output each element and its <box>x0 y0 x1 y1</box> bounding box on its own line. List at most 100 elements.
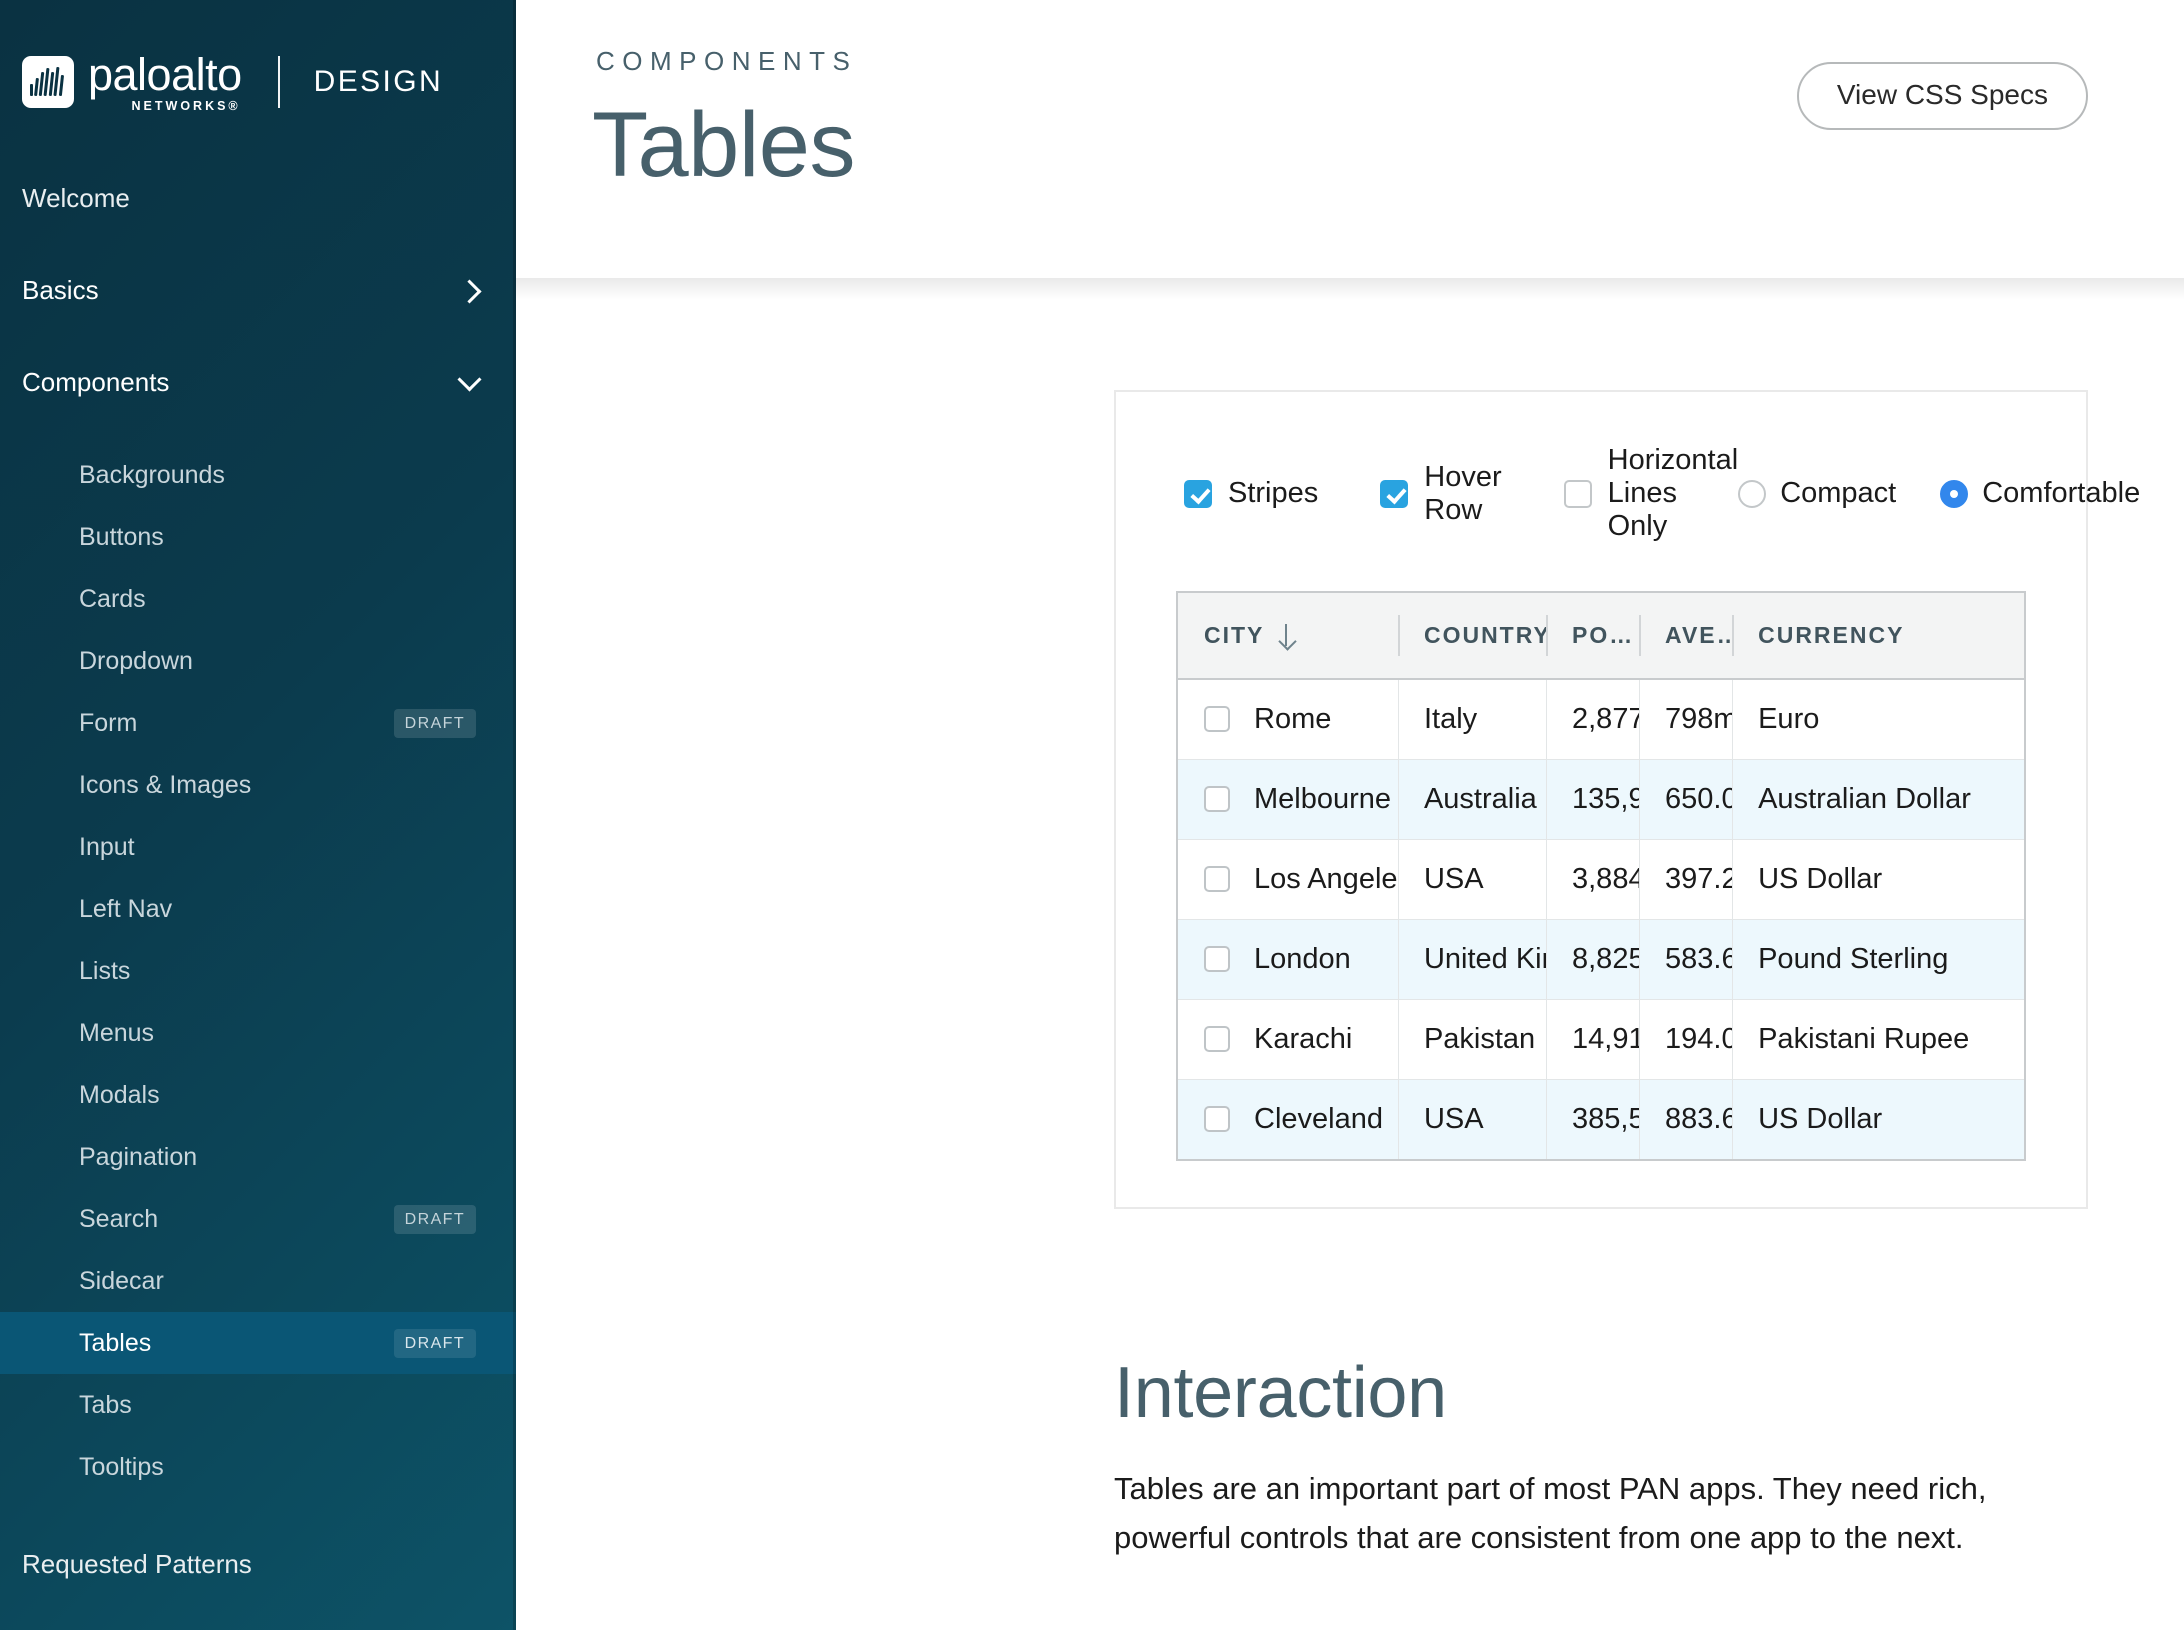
brand-wordmark: paloalto <box>88 48 242 100</box>
sidebar-item-backgrounds[interactable]: Backgrounds <box>0 444 516 506</box>
sidebar-item-cards[interactable]: Cards <box>0 568 516 630</box>
row-select-checkbox[interactable] <box>1204 866 1230 892</box>
table-demo-card: Stripes Hover Row Horizontal Lines Only <box>1114 390 2140 1209</box>
radio-icon[interactable] <box>1738 479 1767 508</box>
sidebar-item-requested-patterns[interactable]: Requested Patterns <box>0 1534 516 1594</box>
cell-city: Los Angeles <box>1178 839 1398 920</box>
column-header-population[interactable]: PO… <box>1546 593 1640 680</box>
sidebar-item-buttons[interactable]: Buttons <box>0 506 516 568</box>
radio-label: Comfortable <box>1982 477 2141 509</box>
sidebar-item-label: Lists <box>79 956 131 985</box>
sidebar-item-tooltips[interactable]: Tooltips <box>0 1436 516 1498</box>
cell-currency: Pakistani Rupee <box>1732 999 2024 1080</box>
arrow-down-icon[interactable] <box>1278 623 1294 649</box>
sidebar-item-basics[interactable]: Basics <box>0 260 516 320</box>
breadcrumb: COMPONENTS <box>596 46 858 76</box>
section-title: Interaction <box>1114 1353 1447 1433</box>
sidebar-item-form[interactable]: Form DRAFT <box>0 692 516 754</box>
cell-average: 650.0… <box>1639 759 1733 840</box>
table-row[interactable]: Los Angeles USA 3,884,… 397.2… US Dollar <box>1178 839 2024 920</box>
column-header-currency[interactable]: CURRENCY <box>1732 593 2024 680</box>
cell-currency: Pound Sterling <box>1732 919 2024 1000</box>
cell-country: USA <box>1397 1079 1546 1159</box>
cell-population: 8,825,… <box>1546 919 1640 1000</box>
column-header-city[interactable]: CITY <box>1178 593 1398 680</box>
sidebar-item-label: Pagination <box>79 1142 198 1171</box>
sidebar-item-tables[interactable]: Tables DRAFT <box>0 1312 516 1374</box>
sidebar-item-search[interactable]: Search DRAFT <box>0 1188 516 1250</box>
sidebar-item-input[interactable]: Input <box>0 816 516 878</box>
cell-value: London <box>1254 942 1351 975</box>
sidebar-item-lists[interactable]: Lists <box>0 940 516 1002</box>
row-select-checkbox[interactable] <box>1204 946 1230 972</box>
cell-country: United Kingdom <box>1397 919 1546 1000</box>
table-density-radios: Compact Comfortable <box>1738 477 2140 510</box>
cell-city: Rome <box>1178 679 1398 760</box>
checkbox-horizontal-lines-only[interactable]: Horizontal Lines Only <box>1563 444 1738 543</box>
checkbox-icon[interactable] <box>1563 479 1592 508</box>
table-row[interactable]: Karachi Pakistan 14,91… 194.0… Pakistani… <box>1178 999 2024 1080</box>
sidebar-item-welcome[interactable]: Welcome <box>0 168 516 228</box>
table-row[interactable]: Melbourne Australia 135,959 650.0… Austr… <box>1178 759 2024 840</box>
table-header-row: CITY COUNTRY PO… <box>1178 593 2024 680</box>
column-header-country[interactable]: COUNTRY <box>1397 593 1549 680</box>
radio-icon[interactable] <box>1940 479 1969 508</box>
sidebar-item-label: Welcome <box>22 182 130 213</box>
sidebar-item-modals[interactable]: Modals <box>0 1064 516 1126</box>
sidebar-item-menus[interactable]: Menus <box>0 1002 516 1064</box>
column-header-label: PO… <box>1572 622 1635 648</box>
cell-value: Karachi <box>1254 1022 1353 1055</box>
checkbox-hover-row[interactable]: Hover Row <box>1380 461 1502 527</box>
brand-header[interactable]: paloalto NETWORKS® DESIGN <box>0 0 516 120</box>
cell-country: Pakistan <box>1397 999 1546 1080</box>
cell-average: 883.6… <box>1639 1079 1733 1159</box>
row-select-checkbox[interactable] <box>1204 1026 1230 1052</box>
sidebar-item-label: Backgrounds <box>79 460 225 489</box>
chevron-down-icon <box>458 371 480 393</box>
sidebar-item-label: Tooltips <box>79 1452 164 1481</box>
sidebar-item-sidecar[interactable]: Sidecar <box>0 1250 516 1312</box>
view-css-specs-button[interactable]: View CSS Specs <box>1796 62 2088 130</box>
cell-city: Melbourne <box>1178 759 1398 840</box>
table-body: Rome Italy 2,877,… 798mm Euro <box>1178 679 2024 1159</box>
cell-average: 194.0… <box>1639 999 1733 1080</box>
table-options-toolbar: Stripes Hover Row Horizontal Lines Only <box>1176 444 2140 543</box>
row-select-checkbox[interactable] <box>1204 1106 1230 1133</box>
left-nav-sidebar: paloalto NETWORKS® DESIGN Welcome Basics… <box>0 0 516 1630</box>
table-option-checkboxes: Stripes Hover Row Horizontal Lines Only <box>1184 444 1738 543</box>
cell-country: Italy <box>1397 679 1546 760</box>
status-badge: DRAFT <box>393 1328 476 1358</box>
sidebar-item-label: Input <box>79 832 135 861</box>
row-select-checkbox[interactable] <box>1204 786 1230 812</box>
content-area: Stripes Hover Row Horizontal Lines Only <box>516 390 2184 1563</box>
cell-value: Melbourne <box>1254 782 1392 815</box>
sidebar-item-left-nav[interactable]: Left Nav <box>0 878 516 940</box>
sidebar-item-tabs[interactable]: Tabs <box>0 1374 516 1436</box>
sidebar-item-label: Tables <box>79 1328 152 1357</box>
cell-average: 583.6… <box>1639 919 1733 1000</box>
checkbox-icon[interactable] <box>1184 479 1212 508</box>
page-header: COMPONENTS Tables View CSS Specs <box>516 0 2184 300</box>
table-row[interactable]: Rome Italy 2,877,… 798mm Euro <box>1178 679 2024 760</box>
cell-city: Cleveland <box>1178 1079 1398 1159</box>
sidebar-item-icons-and-images[interactable]: Icons & Images <box>0 754 516 816</box>
table-row[interactable]: London United Kingdom 8,825,… 583.6… Pou… <box>1178 919 2024 1000</box>
column-header-average[interactable]: AVE… <box>1639 593 1740 680</box>
sidebar-nav: Welcome Basics Components Backgrounds Bu… <box>0 168 516 1594</box>
sidebar-item-pagination[interactable]: Pagination <box>0 1126 516 1188</box>
row-select-checkbox[interactable] <box>1204 706 1230 733</box>
cell-population: 3,884,… <box>1546 839 1640 920</box>
column-header-label: CURRENCY <box>1758 622 1905 648</box>
radio-comfortable[interactable]: Comfortable <box>1940 477 2140 510</box>
radio-compact[interactable]: Compact <box>1738 477 1896 510</box>
sidebar-item-label: Basics <box>22 274 99 305</box>
checkbox-stripes[interactable]: Stripes <box>1184 477 1318 510</box>
checkbox-icon[interactable] <box>1380 479 1409 508</box>
cell-city: Karachi <box>1178 999 1398 1080</box>
cell-currency: US Dollar <box>1732 839 2024 920</box>
sidebar-item-components[interactable]: Components <box>0 352 516 412</box>
sidebar-item-dropdown[interactable]: Dropdown <box>0 630 516 692</box>
cell-average: 397.2… <box>1639 839 1733 920</box>
table-row[interactable]: Cleveland USA 385,525 883.6… US Dollar <box>1178 1079 2024 1159</box>
brand-subwordmark: NETWORKS® <box>131 98 241 113</box>
